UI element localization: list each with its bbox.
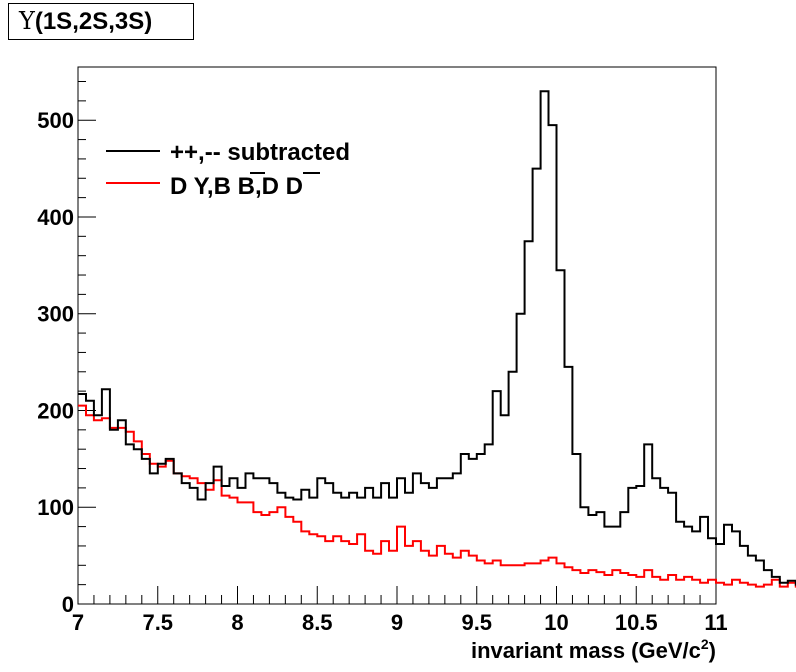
series-subtracted-histogram — [78, 90, 796, 586]
series-bg-histogram — [78, 404, 796, 588]
y-tick-label: 300 — [37, 302, 74, 327]
legend-part-b-bar: B — [238, 173, 255, 200]
y-tick-label: 500 — [37, 108, 74, 133]
x-tick-label: 10.5 — [615, 610, 658, 635]
chart-title-box: Υ(1S,2S,3S) — [8, 3, 194, 40]
legend-part-d-bar: D — [286, 173, 303, 200]
x-tick-label: 8.5 — [302, 610, 333, 635]
x-tick-label: 11 — [704, 610, 727, 635]
legend-label-background: D Y,B B,D D — [170, 173, 303, 200]
x-axis-label: invariant mass (GeV/c2) — [471, 636, 716, 663]
x-tick-label: 9.5 — [461, 610, 492, 635]
x-axis-ticks: 7 7.5 8 8.5 9 9.5 10 10.5 11 — [72, 586, 728, 635]
x-tick-label: 9 — [391, 610, 403, 635]
y-tick-label: 200 — [37, 398, 74, 423]
legend: ++,-- subtracted D Y,B B,D D — [106, 139, 350, 200]
minor-ticks — [78, 81, 701, 604]
y-tick-label: 100 — [37, 495, 74, 520]
legend-part-1: D Y,B — [170, 173, 238, 200]
y-tick-label: 400 — [37, 205, 74, 230]
legend-part-3: ,D — [255, 173, 286, 200]
x-tick-label: 10 — [544, 610, 568, 635]
y-axis-ticks: 0 100 200 300 400 500 — [37, 108, 96, 617]
x-tick-label: 7.5 — [142, 610, 173, 635]
legend-label-subtracted: ++,-- subtracted — [170, 139, 350, 166]
chart-title: (1S,2S,3S) — [34, 8, 153, 35]
y-tick-label: 0 — [62, 592, 74, 617]
x-tick-label: 7 — [72, 610, 84, 635]
upsilon-symbol: Υ — [19, 7, 35, 35]
x-tick-label: 8 — [231, 610, 243, 635]
